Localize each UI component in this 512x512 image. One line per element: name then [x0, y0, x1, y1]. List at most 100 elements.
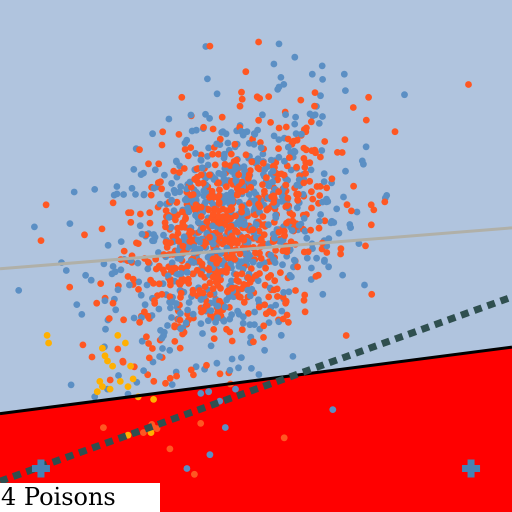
class-b-point [197, 156, 205, 164]
class-a-point [223, 265, 231, 273]
class-a-point [338, 149, 346, 156]
class-b-point [172, 300, 180, 307]
class-b-point [167, 223, 175, 231]
class-a-point [233, 228, 241, 236]
class-a-point [282, 123, 290, 131]
poison-point [122, 339, 129, 347]
class-b-point [246, 321, 254, 329]
class-a-point [293, 163, 300, 171]
class-a-point [225, 238, 232, 246]
class-a-point [259, 181, 266, 189]
class-b-point [291, 120, 299, 128]
class-a-point [245, 171, 253, 179]
class-b-point [255, 296, 262, 304]
class-a-point [313, 183, 321, 190]
class-a-point [203, 218, 211, 226]
class-a-point [242, 151, 250, 159]
class-a-point [343, 201, 351, 209]
class-b-point [209, 222, 217, 230]
class-b-point [320, 178, 328, 186]
class-b-point [184, 306, 192, 314]
class-a-point [97, 280, 105, 287]
class-a-point [254, 164, 262, 172]
class-b-point [281, 157, 288, 165]
class-a-point [200, 306, 207, 314]
class-a-point [269, 309, 277, 317]
class-b-point [324, 198, 332, 205]
class-a-point [151, 299, 159, 307]
class-a-point [391, 128, 399, 136]
class-b-point [149, 130, 157, 138]
class-a-point [158, 141, 166, 149]
class-a-point [282, 181, 290, 189]
class-a-point [211, 206, 219, 214]
class-a-point [197, 270, 205, 278]
class-a-point [209, 193, 217, 201]
class-a-point [178, 93, 186, 101]
class-b-point [290, 256, 298, 264]
class-a-point [145, 354, 153, 362]
class-a-point [301, 291, 309, 299]
class-b-point [275, 153, 283, 161]
class-a-point [189, 191, 197, 198]
class-b-point [164, 322, 171, 329]
class-a-point [206, 233, 213, 241]
class-b-point [150, 184, 158, 192]
class-b-point [267, 156, 275, 164]
class-b-point [321, 258, 328, 265]
class-a-point [259, 159, 267, 167]
class-a-point [236, 102, 244, 110]
class-b-point [176, 255, 184, 263]
class-a-point [215, 199, 223, 206]
class-b-point [177, 325, 185, 333]
class-b-point [165, 214, 173, 221]
class-a-point [191, 175, 199, 183]
class-b-point [205, 144, 213, 152]
class-b-point [318, 147, 326, 154]
class-b-point [160, 231, 167, 239]
class-b-point [113, 183, 121, 190]
class-a-point [238, 203, 246, 211]
class-a-point [199, 179, 207, 187]
class-a-point [283, 219, 290, 227]
class-b-point [167, 304, 174, 312]
class-a-point [301, 164, 309, 171]
class-b-point [220, 317, 228, 325]
class-a-point [257, 139, 264, 146]
class-b-point [112, 306, 120, 314]
class-b-point [228, 277, 235, 285]
class-b-point [270, 256, 277, 263]
class-b-point [317, 92, 324, 100]
class-b-point [313, 254, 320, 262]
class-a-point [178, 264, 185, 272]
class-b-point [291, 148, 299, 156]
class-b-point [66, 220, 74, 228]
class-b-point [317, 211, 324, 218]
class-b-point [239, 313, 247, 321]
class-b-point [204, 153, 211, 160]
class-b-point [204, 317, 212, 325]
class-a-point [342, 332, 350, 339]
class-b-point [277, 331, 285, 339]
class-a-point [282, 297, 290, 305]
class-a-point [240, 298, 248, 306]
class-a-point [262, 310, 270, 318]
poison-point [150, 396, 158, 403]
class-a-point [155, 280, 163, 288]
class-a-point [238, 326, 246, 334]
class-b-point [401, 91, 408, 99]
class-a-point [274, 293, 281, 300]
class-b-point [134, 259, 142, 267]
poison-point [106, 385, 114, 393]
class-a-point [308, 188, 315, 196]
class-b-point [253, 221, 260, 228]
class-b-point [207, 342, 215, 350]
class-a-point [203, 361, 210, 369]
poison-point [99, 383, 106, 390]
class-b-point [228, 355, 236, 363]
class-a-point [294, 263, 301, 271]
class-a-point [172, 216, 179, 224]
class-b-point [165, 115, 173, 123]
class-a-point [259, 213, 267, 221]
class-a-point [362, 242, 369, 250]
